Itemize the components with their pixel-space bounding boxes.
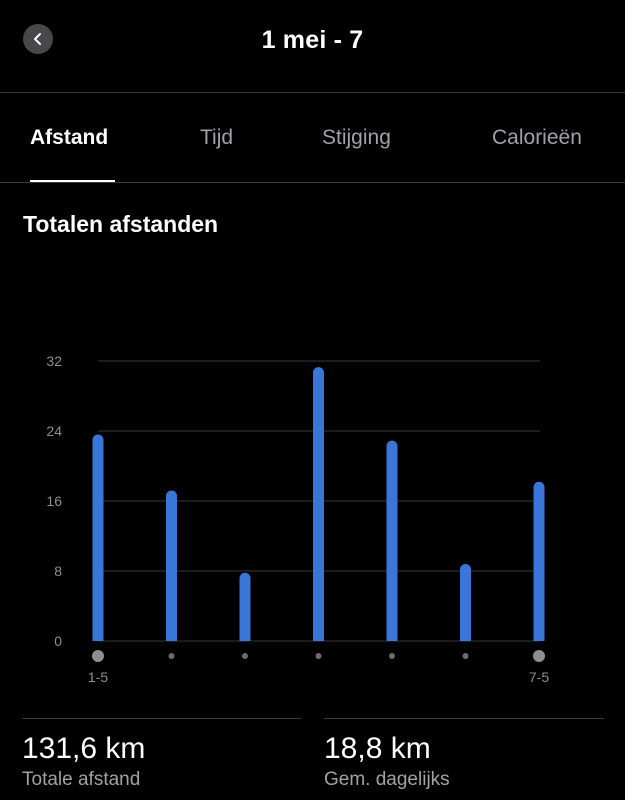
- y-tick-label: 24: [46, 423, 62, 439]
- bar: [533, 481, 545, 641]
- x-axis-marker: [462, 653, 469, 659]
- page-title: 1 mei - 7: [261, 26, 364, 54]
- tab-calorieen[interactable]: Calorieën: [492, 126, 582, 149]
- y-tick-label: 8: [54, 563, 62, 579]
- total-distance-value: 131,6 km: [22, 732, 146, 765]
- tab-bar: Afstand Tijd Stijging Calorieën: [0, 94, 625, 183]
- bar: [166, 490, 177, 641]
- section-title: Totalen afstanden: [23, 211, 219, 237]
- x-axis-marker: [168, 653, 175, 659]
- header: 1 mei - 7: [0, 0, 625, 93]
- tab-stijging[interactable]: Stijging: [322, 126, 391, 149]
- y-tick-label: 32: [46, 353, 62, 369]
- chevron-left-icon: [34, 33, 41, 45]
- x-axis-marker: [242, 653, 248, 659]
- daily-average-label: Gem. dagelijks: [324, 769, 450, 790]
- bar: [92, 434, 104, 641]
- bar: [386, 440, 398, 641]
- tab-afstand[interactable]: Afstand: [30, 126, 109, 149]
- stat-divider: [22, 718, 301, 719]
- y-tick-label: 0: [54, 633, 62, 649]
- x-axis-marker: [533, 650, 545, 662]
- active-tab-indicator: [30, 180, 115, 182]
- tab-tijd[interactable]: Tijd: [200, 126, 234, 149]
- total-distance-label: Totale afstand: [22, 769, 141, 790]
- daily-average-value: 18,8 km: [324, 732, 431, 765]
- back-button[interactable]: [23, 24, 53, 54]
- y-tick-label: 16: [46, 493, 62, 509]
- x-axis-marker: [389, 653, 395, 659]
- x-tick-label: 7-5: [529, 669, 549, 685]
- distance-bar-chart: 0 8 16 24 32 1-5 7-5: [46, 353, 549, 685]
- x-axis-marker: [92, 650, 104, 662]
- bar: [313, 367, 324, 641]
- bar: [460, 564, 471, 641]
- x-tick-label: 1-5: [88, 669, 108, 685]
- x-axis-marker: [315, 653, 322, 659]
- stat-divider: [324, 718, 604, 719]
- bar: [239, 572, 251, 641]
